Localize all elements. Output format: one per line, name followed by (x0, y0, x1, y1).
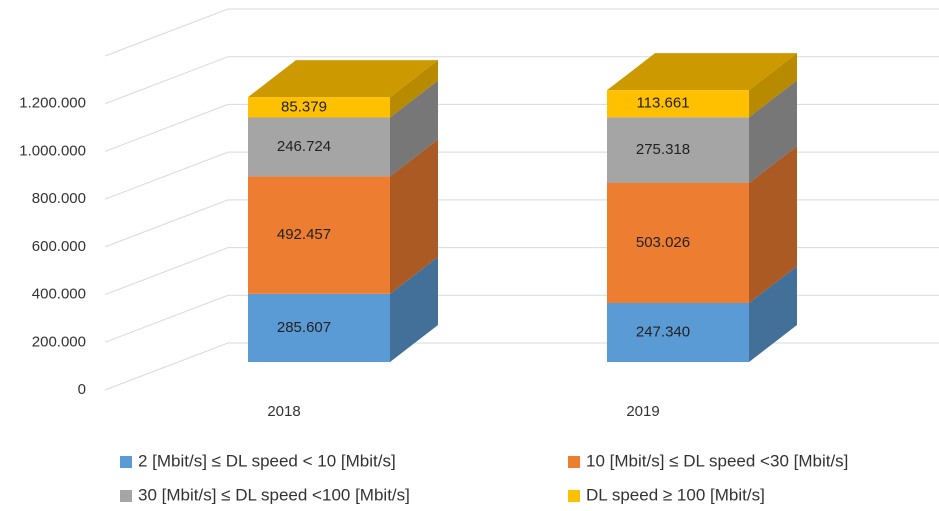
grid-line (104, 56, 939, 105)
bar-segment (248, 293, 390, 362)
bar-side (749, 53, 797, 118)
bar-side (390, 80, 438, 177)
grid-line (104, 8, 939, 57)
value-label: 113.661 (636, 95, 689, 112)
bar-top (607, 53, 797, 91)
bar-segment (607, 302, 749, 362)
y-tick-label: 1.200.000 (19, 95, 86, 112)
legend-swatch (568, 490, 580, 502)
bar-side (749, 80, 797, 183)
grid-line (104, 199, 939, 248)
bar-segment (607, 90, 749, 118)
y-tick-label: 1.000.000 (19, 142, 86, 159)
bar-segment (248, 176, 390, 294)
legend-label: 10 [Mbit/s] ≤ DL speed <30 [Mbit/s] (586, 451, 848, 470)
legend-swatch (568, 456, 580, 468)
bar-segment (248, 97, 390, 118)
y-tick-label: 0 (78, 381, 86, 398)
value-label: 85.379 (281, 98, 327, 115)
grid-line (104, 247, 939, 296)
bar-side (390, 256, 438, 362)
x-tick-label: 2018 (267, 403, 300, 420)
grid-line (104, 294, 939, 343)
legend-label: DL speed ≥ 100 [Mbit/s] (586, 485, 765, 504)
grid-line (104, 342, 939, 391)
y-tick-label: 400.000 (32, 286, 86, 303)
legend-label: 30 [Mbit/s] ≤ DL speed <100 [Mbit/s] (138, 485, 410, 504)
value-label: 246.724 (277, 138, 331, 155)
y-tick-label: 600.000 (32, 238, 86, 255)
legend-swatch (120, 456, 132, 468)
value-label: 275.318 (636, 141, 690, 158)
legend-swatch (120, 490, 132, 502)
grid-line (104, 151, 939, 200)
value-label: 247.340 (636, 323, 690, 340)
value-label: 492.457 (277, 226, 331, 243)
grid-line (104, 103, 939, 152)
bar-side (390, 139, 438, 294)
bar-side (749, 145, 797, 303)
bar-side (749, 265, 797, 362)
bar-segment (248, 117, 390, 177)
y-tick-label: 200.000 (32, 333, 86, 350)
bar-side (390, 60, 438, 118)
value-label: 285.607 (277, 319, 331, 336)
bar-segment (607, 117, 749, 183)
bar-segment (607, 182, 749, 303)
legend-label: 2 [Mbit/s] ≤ DL speed < 10 [Mbit/s] (138, 451, 396, 470)
y-tick-label: 800.000 (32, 190, 86, 207)
value-label: 503.026 (636, 234, 690, 251)
bar-top (248, 60, 438, 98)
x-tick-label: 2019 (626, 403, 659, 420)
